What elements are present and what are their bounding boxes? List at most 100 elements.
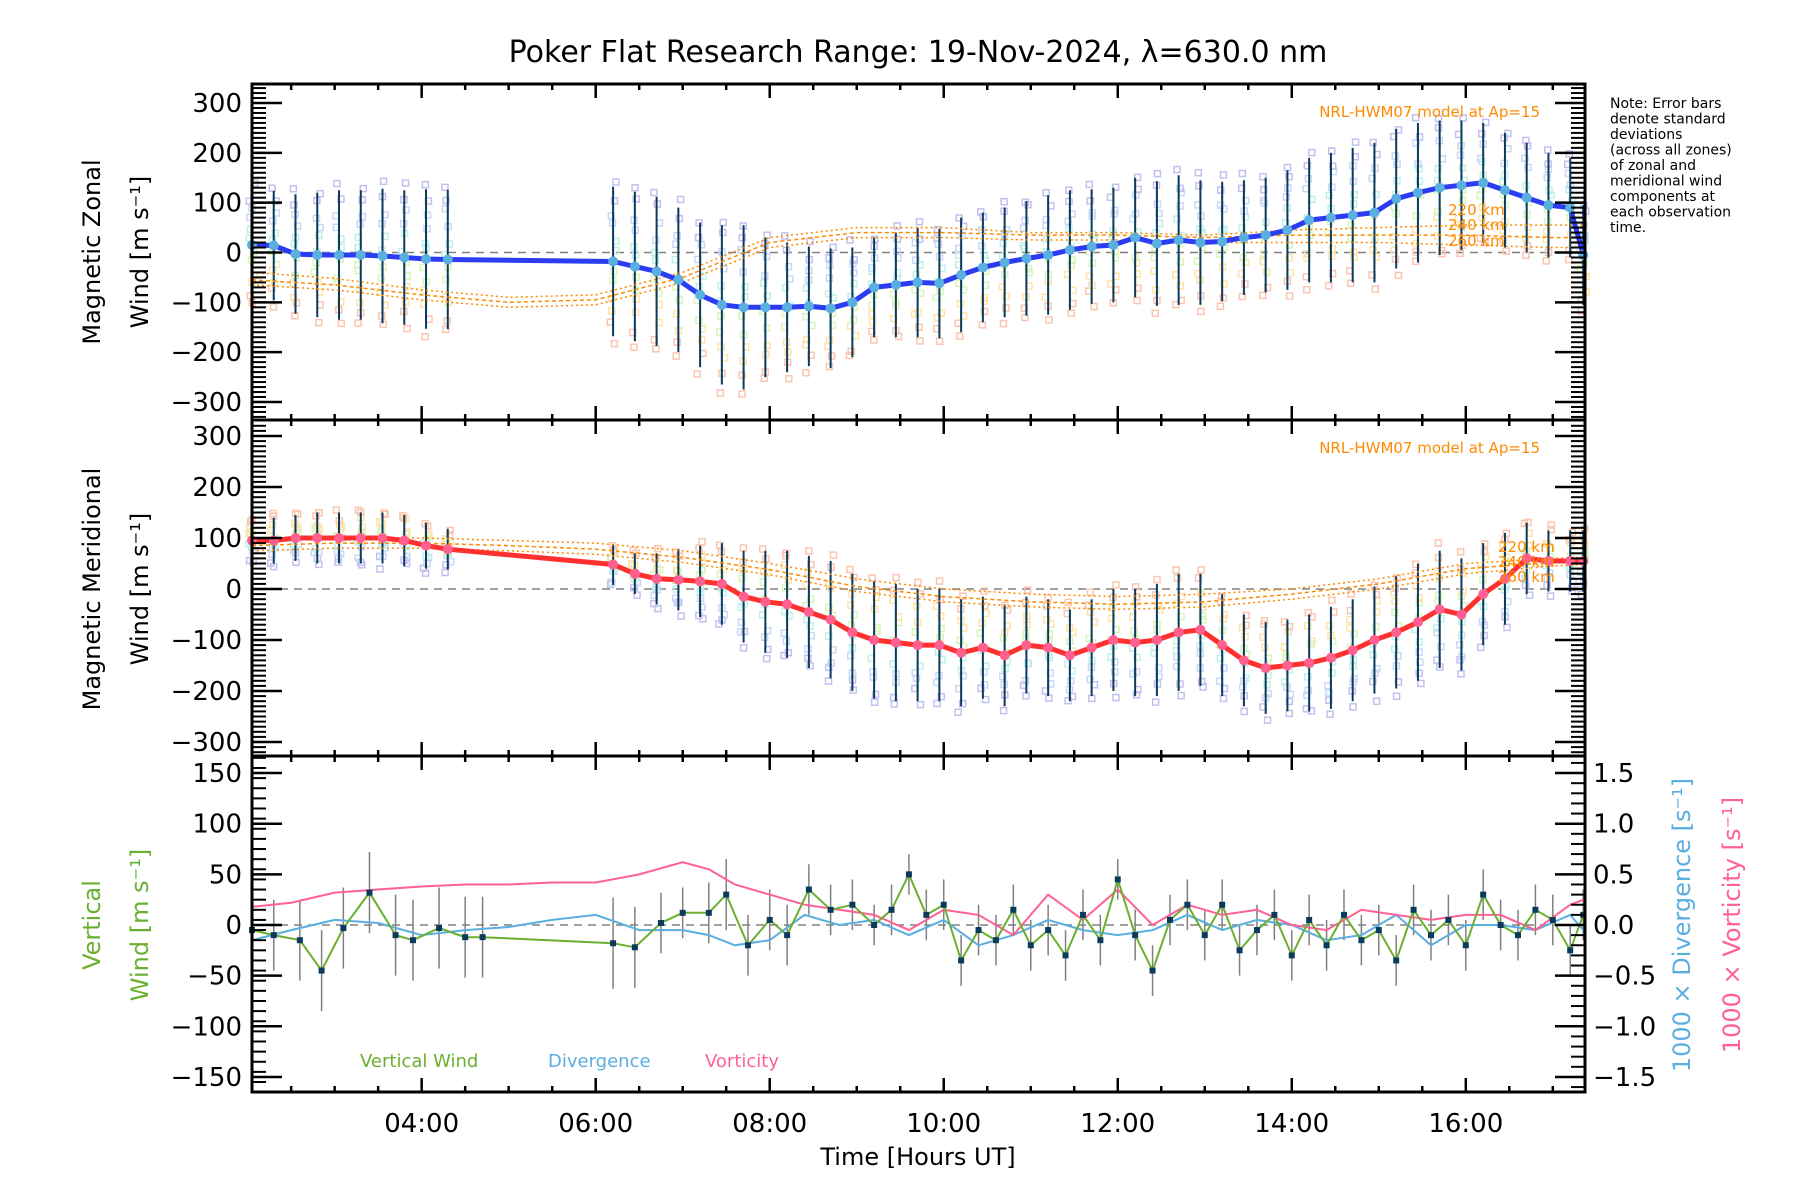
zone-sample xyxy=(1042,216,1051,224)
zone-sample xyxy=(293,522,301,531)
zone-sample xyxy=(1172,662,1181,671)
zone-sample xyxy=(892,573,900,582)
zone-sample xyxy=(1241,633,1249,641)
mean-wind-point xyxy=(934,278,945,289)
mean-wind-point xyxy=(1064,650,1075,661)
zone-sample xyxy=(981,695,990,704)
mean-wind-point xyxy=(1456,180,1467,191)
right-tick-label: −1.5 xyxy=(1593,1063,1656,1093)
zone-sample xyxy=(781,283,790,292)
y-tick-label: −200 xyxy=(171,338,242,368)
zone-sample xyxy=(716,389,725,397)
zone-sample xyxy=(1391,597,1399,606)
zone-sample xyxy=(1197,566,1205,574)
zone-sample xyxy=(1112,581,1120,589)
zone-sample xyxy=(1477,643,1485,652)
vertical-wind-point xyxy=(1532,906,1539,913)
zone-sample xyxy=(1154,664,1163,672)
zone-sample xyxy=(1282,193,1291,201)
zone-sample xyxy=(1502,553,1510,561)
vertical-wind-point xyxy=(1393,957,1400,964)
zone-sample xyxy=(850,611,859,619)
zone-sample xyxy=(629,546,638,555)
zone-sample xyxy=(849,315,858,324)
zone-sample xyxy=(1045,630,1053,638)
zone-sample xyxy=(1151,698,1160,706)
zone-sample xyxy=(654,604,662,613)
zone-sample xyxy=(1216,654,1225,662)
mean-wind-point xyxy=(334,533,345,543)
zone-sample xyxy=(336,550,345,558)
mean-wind-point xyxy=(869,282,880,293)
mean-wind-point xyxy=(890,637,901,648)
zone-sample xyxy=(1065,186,1073,195)
zone-sample xyxy=(1547,521,1556,529)
panel-frame xyxy=(250,418,1587,758)
mean-wind-point xyxy=(1021,640,1032,651)
zone-sample xyxy=(673,599,681,607)
y-tick-label: 0 xyxy=(225,575,242,605)
x-tick-label: 10:00 xyxy=(906,1109,981,1139)
zone-sample xyxy=(1411,114,1420,122)
zone-sample xyxy=(633,591,641,599)
vertical-wind-point xyxy=(784,932,791,939)
zone-sample xyxy=(1043,615,1051,624)
zone-sample xyxy=(445,531,454,539)
zone-sample xyxy=(1242,196,1250,205)
vertical-wind-point xyxy=(871,922,878,928)
mean-wind-point xyxy=(738,302,749,313)
zone-sample xyxy=(763,292,771,300)
zone-sample xyxy=(1417,679,1425,688)
zone-sample xyxy=(1263,681,1271,689)
zone-sample xyxy=(719,218,728,227)
mean-wind-point xyxy=(1130,232,1141,243)
zone-sample xyxy=(1285,253,1293,262)
mean-wind-point xyxy=(956,269,967,280)
mean-wind-point xyxy=(782,599,793,610)
y-tick-label: 300 xyxy=(192,89,242,119)
mean-wind-point xyxy=(999,257,1010,268)
zone-sample xyxy=(1390,246,1399,254)
zone-sample xyxy=(825,254,833,262)
note-line: deviations xyxy=(1610,127,1682,143)
mean-wind-point xyxy=(1543,555,1554,566)
zone-sample xyxy=(1307,148,1316,157)
zone-sample xyxy=(1194,168,1203,177)
vertical-wind-point xyxy=(705,909,712,916)
zone-sample xyxy=(268,266,277,274)
mean-wind-point xyxy=(1260,230,1271,241)
y-tick-label: −200 xyxy=(171,677,242,707)
meridional-ylabel-line1: Magnetic Meridional xyxy=(78,468,106,711)
zone-sample xyxy=(1565,535,1573,544)
zone-sample xyxy=(893,222,901,230)
zone-sample xyxy=(850,256,858,264)
model-altitude-label: 240 km xyxy=(1448,216,1505,234)
mean-wind-point xyxy=(651,573,662,584)
vertical-wind-point xyxy=(888,906,895,913)
right-tick-label: −0.5 xyxy=(1593,962,1656,992)
mean-wind-point xyxy=(1195,624,1206,635)
zone-sample xyxy=(1326,710,1334,718)
mean-wind-point xyxy=(1499,185,1510,196)
zone-sample xyxy=(1434,553,1443,562)
vertical-wind-point xyxy=(723,891,730,898)
zone-sample xyxy=(825,580,834,588)
zone-sample xyxy=(1542,257,1550,265)
zone-sample xyxy=(1241,621,1250,630)
zone-sample xyxy=(1392,692,1401,701)
zone-sample xyxy=(738,371,746,379)
zone-sample xyxy=(937,692,945,701)
mean-wind-point xyxy=(977,642,988,653)
zone-sample xyxy=(289,185,298,193)
vertical-wind-point xyxy=(296,937,303,944)
x-tick-label: 16:00 xyxy=(1428,1109,1503,1139)
zone-sample xyxy=(380,509,388,517)
zone-sample xyxy=(1111,183,1120,192)
zone-sample xyxy=(1415,638,1424,646)
right-tick-label: −1.0 xyxy=(1593,1012,1656,1042)
zone-sample xyxy=(1369,138,1377,147)
zone-sample xyxy=(1303,249,1312,258)
zone-sample xyxy=(870,336,878,344)
zone-sample xyxy=(1085,180,1094,189)
zone-sample xyxy=(675,214,684,223)
